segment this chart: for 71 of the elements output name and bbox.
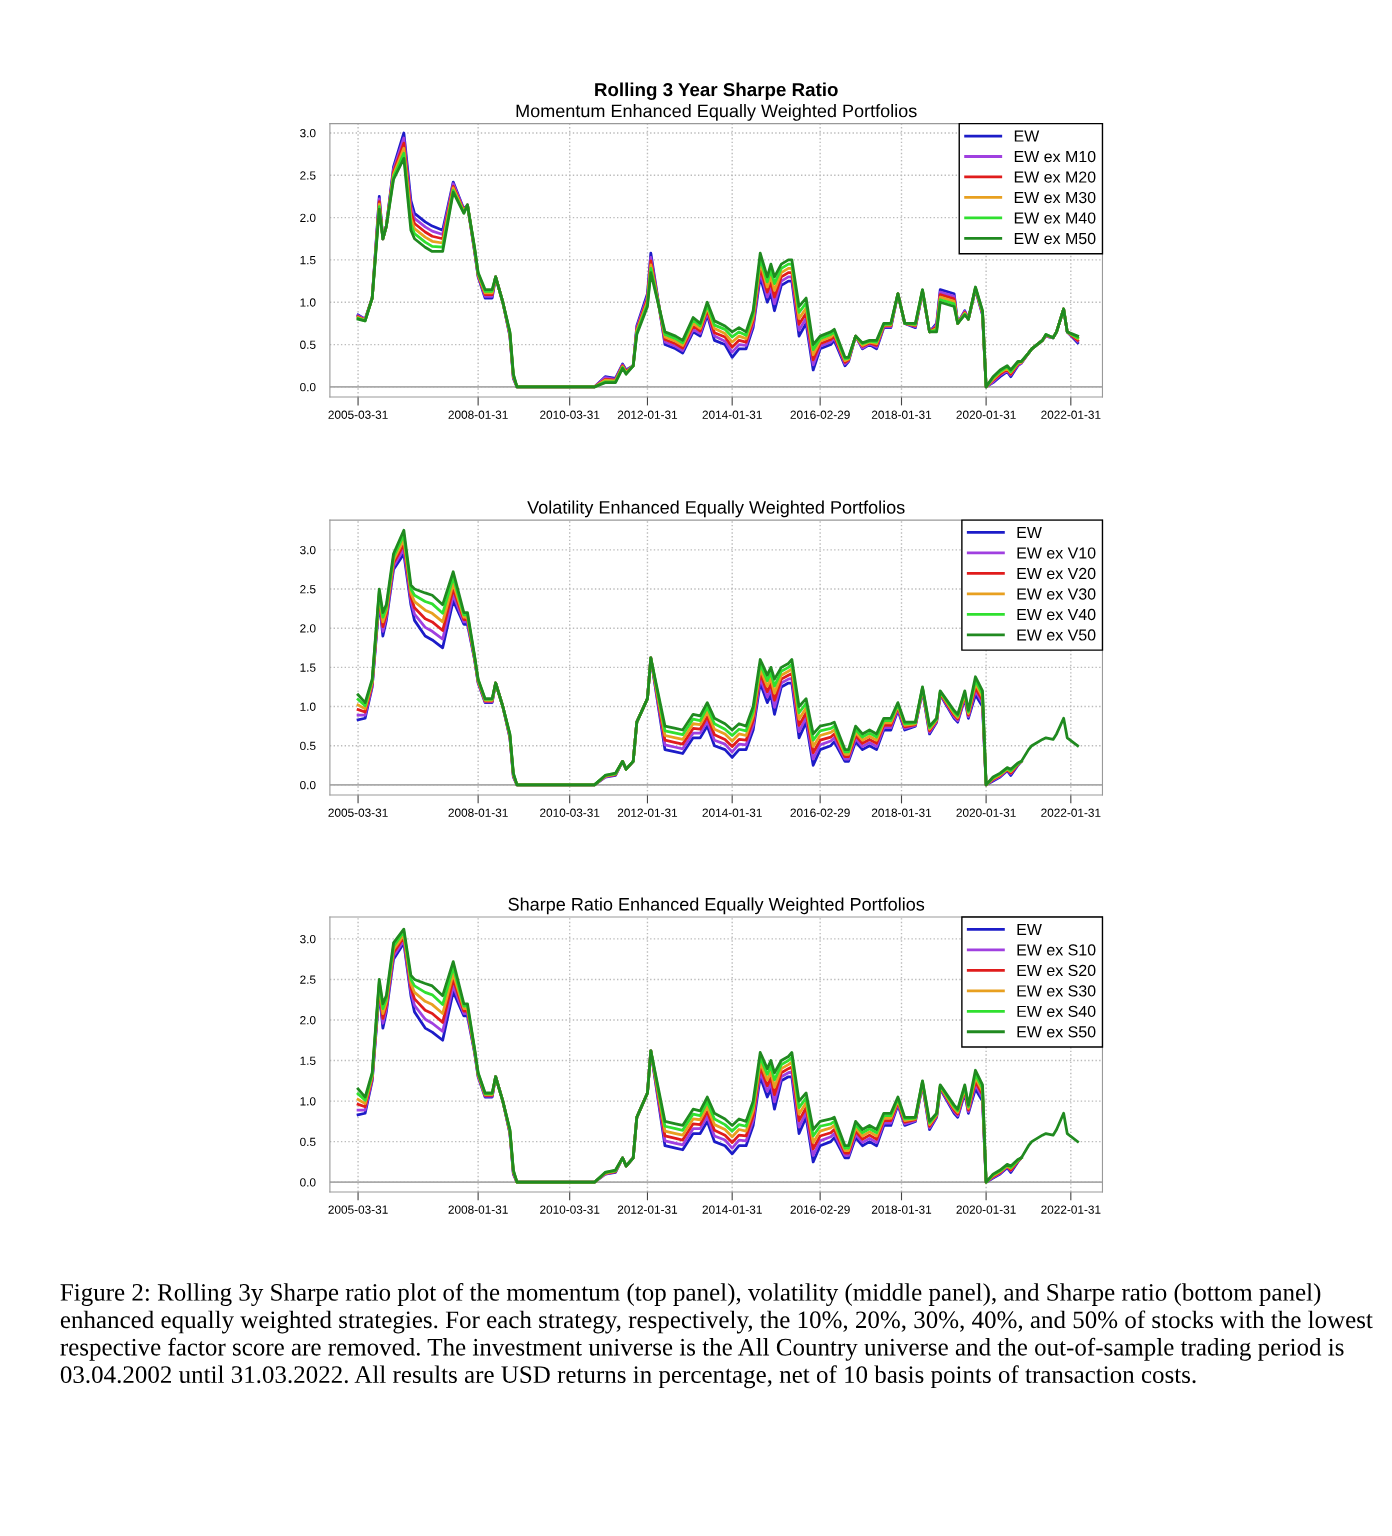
legend-label: EW — [1017, 923, 1042, 935]
y-tick-label: 2.5 — [300, 585, 316, 594]
chart-title: Rolling 3 Year Sharpe Ratio — [595, 82, 838, 101]
caption: Figure 2: Rolling 3y Sharpe ratio plot of the momentum (top panel), volatility (middle panel), and Sharpe ratio (bottom panel) enhanced equally weighted strategies. For each strategy, respectively, the 10%, 20%, 30%, 40%, and 50% of stocks with the lowest respective factor score are removed. The investment universe is the All Country universe and the out-of-sample trading period is 03.04.2002 until 31.03.2022. All results are USD returns in percentage, net of 10 basis points of transaction costs. — [60, 1283, 1373, 1389]
x-tick-label: 2020-01-31 — [956, 410, 1016, 419]
x-tick-label: 2016-02-29 — [790, 1205, 850, 1214]
y-tick-label: 2.0 — [300, 624, 316, 633]
x-tick-label: 2014-01-31 — [702, 410, 762, 419]
y-tick-label: 0.0 — [300, 780, 316, 790]
x-tick-label: 2014-01-31 — [702, 808, 762, 817]
y-tick-label: 2.0 — [300, 213, 316, 222]
x-tick-label: 2020-01-31 — [956, 1205, 1016, 1214]
x-tick-label: 2016-02-29 — [790, 808, 850, 817]
x-tick-label: 2010-03-31 — [540, 410, 600, 419]
chart-subtitle: Volatility Enhanced Equally Weighted Portfolios — [527, 500, 905, 518]
x-tick-label: 2005-03-31 — [328, 1205, 388, 1214]
x-tick-label: 2008-01-31 — [448, 410, 508, 419]
x-tick-label: 2005-03-31 — [328, 808, 388, 817]
x-tick-label: 2008-01-31 — [448, 808, 508, 817]
legend-label: EW ex V10 — [1017, 547, 1096, 559]
x-tick-label: 2012-01-31 — [617, 1205, 678, 1214]
x-tick-label: 2008-01-31 — [448, 1205, 508, 1214]
y-tick-label: 0.0 — [300, 382, 316, 392]
legend-label: EW ex S50 — [1017, 1026, 1096, 1038]
chart-subtitle: Sharpe Ratio Enhanced Equally Weighted Portfolios — [508, 897, 925, 915]
y-tick-label: 1.5 — [300, 256, 316, 265]
y-tick-label: 3.0 — [300, 128, 316, 138]
x-tick-label: 2022-01-31 — [1041, 410, 1101, 419]
legend-label: EW ex M30 — [1014, 191, 1096, 204]
legend-label: EW ex M10 — [1014, 150, 1096, 163]
x-tick-label: 2018-01-31 — [871, 410, 932, 419]
x-tick-label: 2010-03-31 — [540, 808, 600, 817]
x-tick-label: 2014-01-31 — [702, 1205, 762, 1214]
y-tick-label: 1.5 — [300, 1056, 316, 1065]
y-tick-label: 1.5 — [300, 663, 316, 672]
y-tick-label: 1.0 — [300, 298, 316, 307]
x-tick-label: 2012-01-31 — [617, 410, 678, 419]
x-tick-label: 2022-01-31 — [1041, 808, 1101, 817]
x-tick-label: 2012-01-31 — [617, 808, 678, 817]
y-tick-label: 1.0 — [300, 1097, 316, 1106]
y-tick-label: 2.5 — [300, 975, 316, 984]
x-tick-label: 2005-03-31 — [328, 410, 388, 419]
y-tick-label: 2.5 — [300, 171, 316, 180]
y-tick-label: 1.0 — [300, 702, 316, 711]
legend-label: EW ex S30 — [1017, 985, 1096, 997]
x-tick-label: 2010-03-31 — [540, 1205, 600, 1214]
y-tick-label: 3.0 — [300, 545, 316, 555]
x-tick-label: 2018-01-31 — [871, 1205, 932, 1214]
y-tick-label: 3.0 — [300, 934, 316, 944]
x-tick-label: 2018-01-31 — [871, 808, 932, 817]
legend-label: EW ex M50 — [1014, 232, 1096, 245]
legend-label: EW ex V50 — [1017, 629, 1096, 641]
legend-label: EW ex S40 — [1017, 1005, 1096, 1018]
legend-label: EW ex V20 — [1017, 567, 1096, 580]
y-tick-label: 0.5 — [300, 340, 316, 349]
x-tick-label: 2016-02-29 — [790, 410, 850, 419]
y-tick-label: 2.0 — [300, 1016, 316, 1025]
x-tick-label: 2022-01-31 — [1041, 1205, 1101, 1214]
y-tick-label: 0.5 — [300, 1137, 316, 1147]
legend-label: EW ex M40 — [1014, 212, 1096, 224]
y-tick-label: 0.0 — [300, 1178, 316, 1187]
legend-label: EW ex S10 — [1017, 944, 1096, 956]
chart-subtitle: Momentum Enhanced Equally Weighted Portfolios — [516, 104, 917, 121]
legend-label: EW ex V40 — [1017, 608, 1096, 621]
x-tick-label: 2020-01-31 — [956, 808, 1016, 817]
legend-label: EW — [1014, 130, 1040, 142]
legend-label: EW ex M20 — [1014, 171, 1096, 183]
legend-label: EW ex S20 — [1017, 964, 1096, 977]
legend-label: EW — [1017, 527, 1042, 539]
y-tick-label: 0.5 — [300, 741, 316, 751]
legend-label: EW ex V30 — [1017, 588, 1096, 600]
